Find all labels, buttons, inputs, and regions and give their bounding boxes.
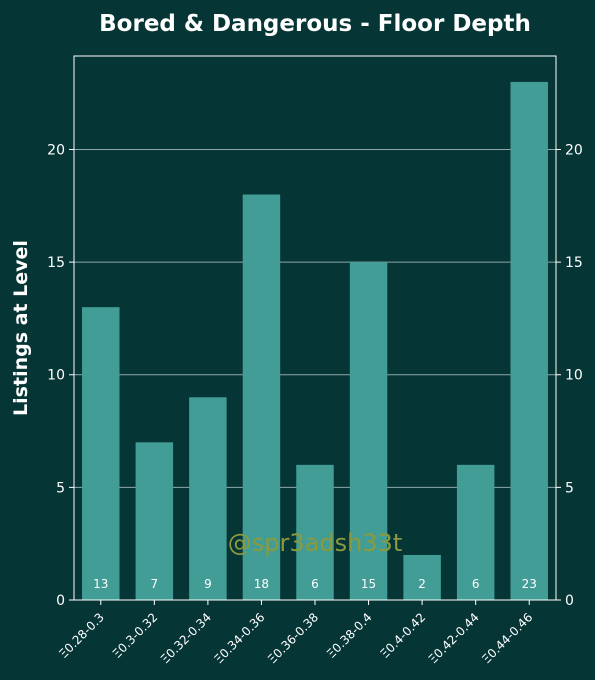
y-tick-label-right: 15 [565, 255, 583, 271]
y-tick-label-left: 15 [47, 255, 65, 271]
x-tick-label: Ξ0.42-0.44 [426, 610, 482, 666]
x-tick-label: Ξ0.3-0.32 [110, 610, 161, 661]
plot-frame [73, 55, 557, 601]
bar-value-label: 7 [151, 577, 159, 591]
bar-value-label: 15 [361, 577, 376, 591]
x-tick-label: Ξ0.38-0.4 [324, 610, 375, 661]
bar [82, 307, 120, 600]
bar [403, 554, 441, 600]
y-tick-label-right: 10 [565, 368, 583, 384]
data-labels: 13 7 9 18 6 15 2 6 23 [93, 577, 537, 591]
bar [189, 397, 227, 600]
bar [242, 194, 281, 600]
y-tick-label-left: 5 [56, 480, 65, 496]
x-tick-label: Ξ0.36-0.38 [265, 610, 321, 666]
bar [349, 262, 388, 600]
y-tick-label-left: 20 [47, 142, 65, 158]
y-tick-label-right: 5 [565, 480, 574, 496]
x-tick-label: Ξ0.44-0.46 [479, 610, 535, 666]
bar-value-label: 23 [522, 577, 537, 591]
bar [456, 464, 495, 600]
bar [135, 442, 174, 600]
bar [296, 464, 334, 600]
x-tick-label: Ξ0.28-0.3 [56, 610, 107, 661]
x-tick-label: Ξ0.32-0.34 [158, 610, 214, 666]
x-ticks: Ξ0.28-0.3 Ξ0.3-0.32Ξ0.32-0.34Ξ0.34-0.36Ξ0… [56, 600, 535, 666]
chart-title: Bored & Dangerous - Floor Depth [99, 11, 531, 37]
y-ticks-left: 0 5 10 15 20 [47, 142, 74, 609]
bar-value-label: 13 [93, 577, 108, 591]
bar-value-label: 9 [204, 577, 212, 591]
y-axis-label: Listings at Level [10, 240, 32, 416]
gridlines [74, 148, 556, 488]
bar-value-label: 18 [254, 577, 269, 591]
x-tick-label: Ξ0.4-0.42 [378, 610, 429, 661]
bar-value-label: 6 [311, 577, 319, 591]
bars [82, 81, 548, 600]
y-tick-label-left: 10 [47, 368, 65, 384]
bar-value-label: 2 [418, 577, 426, 591]
bar [510, 81, 548, 600]
y-ticks-right: 0 5 10 15 20 [556, 142, 583, 609]
watermark: @spr3adsh33t [228, 529, 402, 557]
y-tick-label-right: 0 [565, 593, 574, 609]
x-tick-label: Ξ0.34-0.36 [211, 610, 267, 666]
y-tick-label-left: 0 [56, 593, 65, 609]
y-tick-label-right: 20 [565, 142, 583, 158]
bar-value-label: 6 [472, 577, 480, 591]
